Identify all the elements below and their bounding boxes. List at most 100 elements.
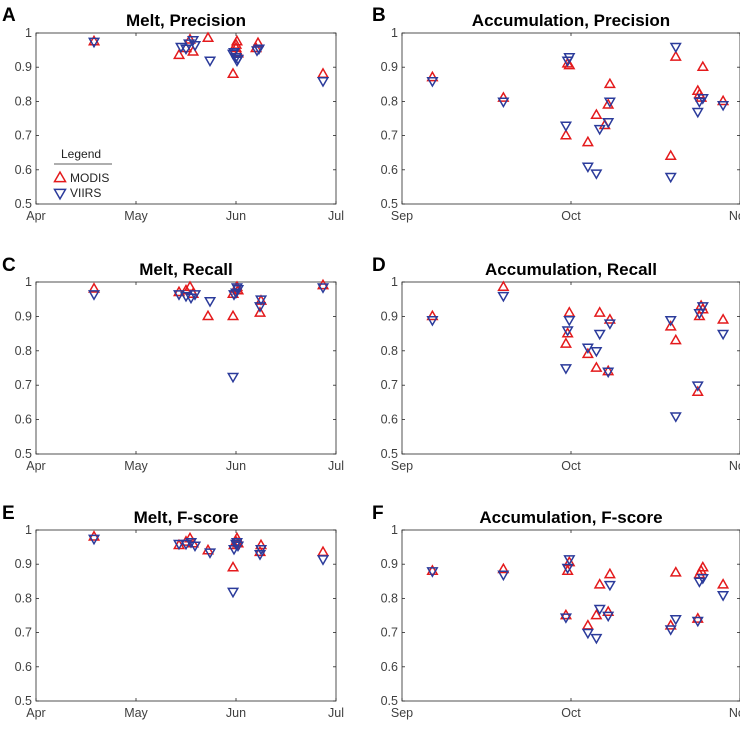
- x-tick-label: Nov: [729, 459, 740, 473]
- data-point-modis: [497, 562, 510, 574]
- plot-area: [401, 32, 740, 205]
- data-point-modis: [669, 50, 682, 61]
- chart-title: Melt, Recall: [139, 260, 233, 279]
- data-point-viirs: [88, 37, 101, 49]
- panel-e: 0.5 0.6 0.7 0.8 0.9 1 Apr May Jun Jul Melt, F-scor…: [2, 503, 344, 720]
- data-point-viirs: [497, 97, 510, 108]
- y-tick-label: 0.7: [381, 378, 398, 392]
- chart-title: Accumulation, F-score: [479, 508, 662, 527]
- x-tick-label: Apr: [26, 706, 45, 720]
- data-point-viirs: [664, 625, 677, 636]
- data-point-viirs: [185, 293, 198, 305]
- data-point-viirs: [497, 291, 510, 303]
- panel-a: 0.5 0.6 0.7 0.8 0.9 1 Apr May Jun Jul Melt, Precis…: [2, 5, 344, 223]
- data-point-viirs: [593, 329, 606, 341]
- chart-title: Accumulation, Precision: [472, 11, 670, 30]
- data-point-viirs: [696, 94, 709, 105]
- y-tick-label: 1: [391, 523, 398, 537]
- data-point-viirs: [228, 47, 241, 59]
- x-tick-label: Jun: [226, 209, 246, 223]
- y-tick-label: 0.5: [381, 447, 398, 461]
- legend-label-viirs: VIIRS: [70, 186, 101, 200]
- x-tick-label: Oct: [561, 209, 581, 223]
- data-point-modis: [227, 560, 240, 572]
- data-point-viirs: [204, 56, 217, 68]
- legend-label-modis: MODIS: [70, 171, 109, 185]
- data-point-viirs: [691, 616, 704, 628]
- data-point-viirs: [590, 346, 603, 358]
- x-tick-label: Oct: [561, 706, 581, 720]
- data-point-modis: [173, 48, 186, 60]
- y-tick-label: 0.6: [381, 413, 398, 427]
- data-point-viirs: [255, 544, 268, 556]
- data-point-viirs: [317, 76, 330, 88]
- data-point-viirs: [227, 372, 240, 384]
- chart-title: Accumulation, Recall: [485, 260, 657, 279]
- data-point-viirs: [227, 587, 240, 599]
- data-point-viirs: [603, 319, 616, 330]
- data-point-viirs: [716, 329, 730, 341]
- chart-title: Melt, Precision: [126, 11, 246, 30]
- x-tick-label: Oct: [561, 459, 581, 473]
- data-point-modis: [426, 70, 439, 82]
- data-point-viirs: [180, 539, 193, 551]
- x-tick-label: May: [124, 459, 148, 473]
- data-point-modis: [497, 91, 510, 102]
- data-point-viirs: [88, 534, 101, 546]
- panel-letter: A: [2, 5, 16, 26]
- data-point-viirs: [232, 541, 245, 553]
- data-point-viirs: [602, 118, 615, 129]
- panel-letter: E: [2, 503, 15, 524]
- plot-area: [35, 281, 337, 455]
- data-point-viirs: [189, 41, 202, 52]
- y-tick-label: 1: [25, 26, 32, 40]
- data-point-modis: [426, 309, 439, 321]
- x-tick-label: Jun: [226, 459, 246, 473]
- y-tick-label: 0.9: [381, 60, 398, 74]
- data-point-modis: [603, 77, 616, 89]
- data-point-viirs: [173, 539, 186, 551]
- x-tick-label: Apr: [26, 209, 45, 223]
- data-point-viirs: [204, 297, 217, 308]
- data-point-modis: [227, 67, 240, 78]
- data-point-modis: [664, 619, 677, 630]
- data-point-modis: [602, 605, 615, 616]
- data-point-viirs: [88, 290, 101, 301]
- data-point-viirs: [691, 107, 704, 119]
- y-tick-label: 0.8: [381, 344, 398, 358]
- panel-letter: C: [2, 255, 16, 276]
- y-tick-label: 0.5: [381, 694, 398, 708]
- panel-b: 0.5 0.6 0.7 0.8 0.9 1 Sep Oct Nov Accumulation, P…: [372, 5, 740, 223]
- data-point-viirs: [426, 76, 439, 88]
- data-point-viirs: [581, 628, 594, 640]
- y-tick-label: 0.7: [381, 129, 398, 143]
- data-point-viirs: [173, 290, 186, 301]
- data-point-viirs: [189, 290, 202, 301]
- panel-letter: B: [372, 5, 386, 26]
- x-tick-label: Jul: [328, 459, 344, 473]
- data-point-modis: [497, 280, 510, 292]
- y-tick-label: 1: [391, 275, 398, 289]
- chart-title: Melt, F-score: [134, 508, 239, 527]
- data-point-modis: [254, 306, 267, 317]
- legend-marker-modis: [53, 170, 67, 183]
- data-point-modis: [590, 108, 603, 119]
- data-point-viirs: [603, 580, 616, 592]
- data-point-modis: [696, 60, 709, 72]
- legend-title: Legend: [61, 147, 101, 161]
- data-point-viirs: [180, 44, 193, 56]
- data-point-viirs: [669, 412, 682, 423]
- data-point-modis: [602, 364, 615, 376]
- y-tick-label: 0.5: [15, 197, 32, 211]
- y-tick-label: 0.7: [15, 378, 32, 392]
- data-point-modis: [603, 567, 616, 579]
- y-tick-label: 0.9: [381, 309, 398, 323]
- data-point-modis: [602, 98, 615, 109]
- data-point-viirs: [559, 613, 573, 624]
- y-tick-label: 0.8: [15, 591, 32, 605]
- x-tick-label: Jun: [226, 706, 246, 720]
- data-point-modis: [590, 361, 603, 372]
- y-tick-label: 0.7: [381, 626, 398, 640]
